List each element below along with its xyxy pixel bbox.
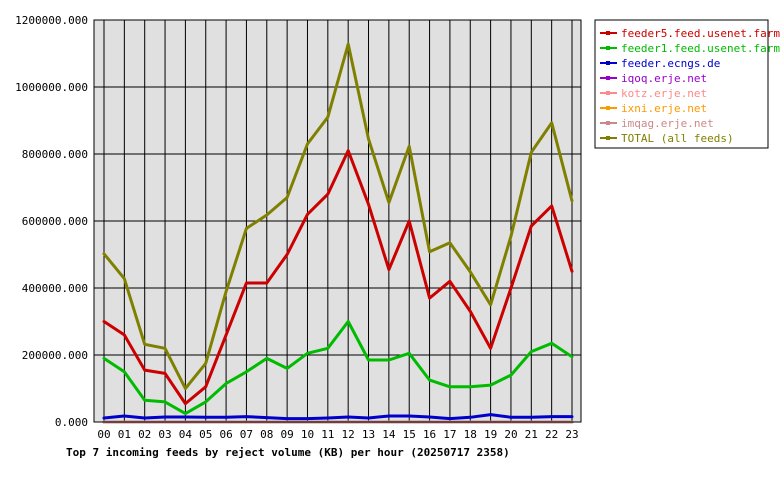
x-tick-label: 12	[342, 428, 355, 441]
y-tick-label: 200000.000	[22, 349, 88, 362]
x-tick-label: 14	[382, 428, 396, 441]
x-tick-label: 18	[464, 428, 477, 441]
y-tick-label: 1000000.000	[15, 81, 88, 94]
legend-marker	[606, 46, 610, 50]
legend: feeder5.feed.usenet.farm feeder1.feed.use…	[594, 19, 780, 149]
legend-marker	[606, 106, 610, 110]
y-tick-label: 800000.000	[22, 148, 88, 161]
legend-label: kotz.erje.net	[621, 87, 707, 100]
legend-marker	[606, 31, 610, 35]
x-tick-labels: 00 01 02 03 04 05 06 07 08 09 10 11 12 13 14 15 16 17 18 19…	[97, 428, 578, 441]
y-tick-label: 600000.000	[22, 215, 88, 228]
legend-label: iqoq.erje.net	[621, 72, 707, 85]
legend-label: feeder.ecngs.de	[621, 57, 720, 70]
legend-label: ixni.erje.net	[621, 102, 707, 115]
x-tick-label: 21	[525, 428, 538, 441]
x-tick-label: 10	[301, 428, 314, 441]
x-tick-label: 01	[118, 428, 131, 441]
x-tick-label: 13	[362, 428, 375, 441]
x-tick-label: 05	[199, 428, 212, 441]
legend-marker	[606, 61, 610, 65]
plot-frame	[93, 19, 582, 423]
x-tick-label: 08	[260, 428, 273, 441]
legend-box	[594, 19, 769, 149]
series-line	[102, 413, 574, 421]
x-tick-label: 00	[97, 428, 110, 441]
x-tick-label: 03	[158, 428, 171, 441]
x-tick-label: 06	[219, 428, 232, 441]
y-tick-label: 1200000.000	[15, 14, 88, 27]
series-line	[102, 320, 574, 416]
x-tick-label: 02	[138, 428, 151, 441]
y-tick-label: 0.000	[55, 416, 88, 429]
x-tick-label: 20	[504, 428, 517, 441]
y-tick-labels: 0.000 200000.000 400000.000 600000.000 80000…	[15, 14, 88, 429]
legend-marker	[606, 91, 610, 95]
series-line	[102, 149, 574, 406]
legend-marker	[606, 136, 610, 140]
legend-label: imqag.erje.net	[621, 117, 714, 130]
x-tick-label: 04	[179, 428, 193, 441]
y-tick-label: 400000.000	[22, 282, 88, 295]
legend-marker	[606, 76, 610, 80]
x-tick-label: 17	[443, 428, 456, 441]
chart-title: Top 7 incoming feeds by reject volume (K…	[66, 446, 510, 459]
x-tick-label: 19	[484, 428, 497, 441]
legend-marker	[606, 121, 610, 125]
x-tick-label: 16	[423, 428, 436, 441]
x-tick-label: 09	[281, 428, 294, 441]
x-tick-label: 22	[545, 428, 558, 441]
x-tick-label: 07	[240, 428, 253, 441]
series-line	[102, 42, 574, 390]
legend-label: feeder1.feed.usenet.farm	[621, 42, 780, 55]
x-tick-label: 11	[321, 428, 334, 441]
x-tick-label: 15	[403, 428, 416, 441]
legend-label: feeder5.feed.usenet.farm	[621, 27, 780, 40]
x-tick-label: 23	[565, 428, 578, 441]
legend-label: TOTAL (all feeds)	[621, 132, 734, 145]
